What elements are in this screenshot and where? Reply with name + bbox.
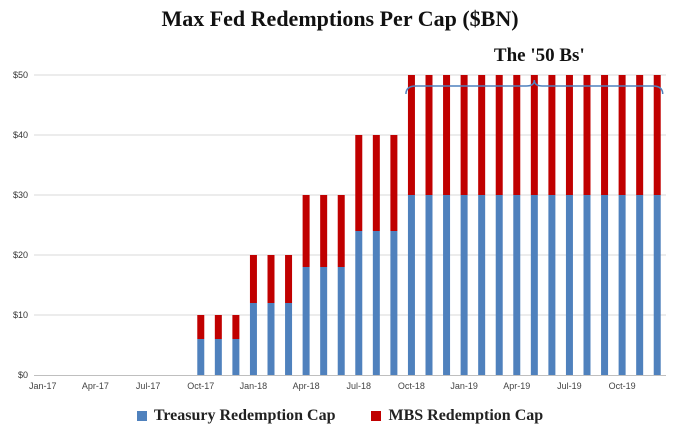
bar-mbs bbox=[197, 315, 205, 339]
bar-treasury bbox=[407, 195, 415, 375]
bar-treasury bbox=[267, 303, 275, 375]
bar-mbs bbox=[513, 75, 521, 195]
bar-treasury bbox=[302, 267, 310, 375]
bar-mbs bbox=[285, 255, 293, 303]
bar-mbs bbox=[653, 75, 661, 195]
bar-mbs bbox=[565, 75, 573, 195]
bar-treasury bbox=[337, 267, 345, 375]
bar-treasury bbox=[249, 303, 257, 375]
bar-mbs bbox=[232, 315, 240, 339]
bar-treasury bbox=[372, 231, 380, 375]
legend-label-mbs: MBS Redemption Cap bbox=[388, 407, 544, 424]
x-tick-label: Jul-19 bbox=[557, 381, 582, 391]
bar-mbs bbox=[407, 75, 415, 195]
bar-treasury bbox=[513, 195, 521, 375]
x-tick-label: Jul-17 bbox=[136, 381, 161, 391]
bar-treasury bbox=[390, 231, 398, 375]
bar-mbs bbox=[636, 75, 644, 195]
bar-mbs bbox=[214, 315, 222, 339]
x-tick-label: Oct-17 bbox=[187, 381, 214, 391]
bar-mbs bbox=[320, 195, 328, 267]
chart-title: Max Fed Redemptions Per Cap ($BN) bbox=[161, 6, 519, 31]
x-tick-label: Apr-19 bbox=[503, 381, 530, 391]
x-tick-label: Jan-19 bbox=[450, 381, 478, 391]
bar-mbs bbox=[425, 75, 433, 195]
bar-treasury bbox=[285, 303, 293, 375]
bar-treasury bbox=[530, 195, 538, 375]
bar-treasury bbox=[601, 195, 609, 375]
x-tick-label: Oct-18 bbox=[398, 381, 425, 391]
bar-treasury bbox=[548, 195, 556, 375]
x-tick-label: Oct-19 bbox=[609, 381, 636, 391]
y-tick-label: $50 bbox=[13, 70, 28, 80]
x-tick-label: Jul-18 bbox=[347, 381, 372, 391]
bar-mbs bbox=[372, 135, 380, 231]
bar-treasury bbox=[197, 339, 205, 375]
x-tick-label: Jan-17 bbox=[29, 381, 57, 391]
bar-mbs bbox=[460, 75, 468, 195]
bar-mbs bbox=[249, 255, 257, 303]
bar-treasury bbox=[583, 195, 591, 375]
bar-treasury bbox=[425, 195, 433, 375]
y-tick-label: $40 bbox=[13, 130, 28, 140]
bar-treasury bbox=[355, 231, 363, 375]
bar-treasury bbox=[460, 195, 468, 375]
legend-swatch-mbs bbox=[371, 411, 382, 421]
bar-treasury bbox=[565, 195, 573, 375]
bar-mbs bbox=[478, 75, 486, 195]
bar-treasury bbox=[320, 267, 328, 375]
bar-treasury bbox=[636, 195, 644, 375]
y-tick-label: $10 bbox=[13, 310, 28, 320]
bar-mbs bbox=[618, 75, 626, 195]
legend-item-mbs: MBS Redemption Cap bbox=[371, 407, 543, 425]
x-tick-label: Apr-18 bbox=[293, 381, 320, 391]
chart-legend: Treasury Redemption Cap MBS Redemption C… bbox=[0, 407, 680, 425]
bar-mbs bbox=[583, 75, 591, 195]
legend-label-treasury: Treasury Redemption Cap bbox=[153, 407, 336, 424]
bar-mbs bbox=[302, 195, 310, 267]
annotation-label: The '50 Bs' bbox=[494, 45, 585, 66]
bracket-annotation bbox=[405, 79, 664, 95]
bar-mbs bbox=[443, 75, 451, 195]
bar-treasury bbox=[495, 195, 503, 375]
x-tick-label: Jan-18 bbox=[240, 381, 268, 391]
bar-treasury bbox=[618, 195, 626, 375]
y-tick-label: $30 bbox=[13, 190, 28, 200]
bar-treasury bbox=[232, 339, 240, 375]
legend-swatch-treasury bbox=[136, 411, 147, 421]
bar-mbs bbox=[601, 75, 609, 195]
bar-mbs bbox=[548, 75, 556, 195]
bar-treasury bbox=[443, 195, 451, 375]
x-tick-label: Apr-17 bbox=[82, 381, 109, 391]
bar-treasury bbox=[478, 195, 486, 375]
y-tick-label: $0 bbox=[18, 370, 28, 380]
y-tick-label: $20 bbox=[13, 250, 28, 260]
bar-mbs bbox=[337, 195, 345, 267]
legend-item-treasury: Treasury Redemption Cap bbox=[136, 407, 336, 425]
bar-mbs bbox=[390, 135, 398, 231]
bar-mbs bbox=[495, 75, 503, 195]
bar-mbs bbox=[267, 255, 275, 303]
bar-mbs bbox=[355, 135, 363, 231]
bar-treasury bbox=[653, 195, 661, 375]
bar-mbs bbox=[530, 75, 538, 195]
bar-treasury bbox=[214, 339, 222, 375]
